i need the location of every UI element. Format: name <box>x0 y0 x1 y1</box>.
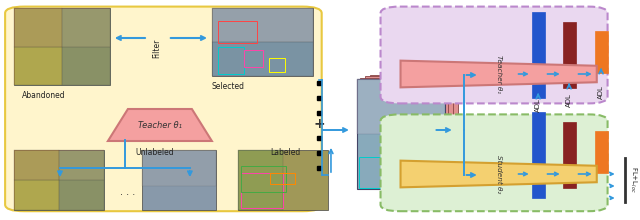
Bar <box>563 22 575 88</box>
Bar <box>14 46 62 85</box>
Text: Teacher θ₁: Teacher θ₁ <box>495 55 502 93</box>
Bar <box>241 166 286 192</box>
Text: Abandoned: Abandoned <box>22 90 65 99</box>
Polygon shape <box>401 161 596 187</box>
Bar <box>269 58 285 72</box>
Bar <box>357 79 445 134</box>
Bar <box>212 8 313 76</box>
Text: Teacher θ₁: Teacher θ₁ <box>138 121 182 130</box>
Text: FL+L$_{loc}$: FL+L$_{loc}$ <box>628 166 639 192</box>
FancyBboxPatch shape <box>381 114 607 211</box>
Text: Filter: Filter <box>152 38 161 58</box>
Text: Student θ₂: Student θ₂ <box>495 155 502 193</box>
Bar <box>218 47 244 74</box>
Bar <box>212 42 313 76</box>
Bar <box>62 46 110 85</box>
Polygon shape <box>401 61 596 87</box>
Bar <box>532 112 545 198</box>
Text: Selected: Selected <box>212 81 245 90</box>
Bar <box>241 173 283 208</box>
Text: +: + <box>314 117 325 131</box>
Text: Unlabeled: Unlabeled <box>136 148 174 157</box>
Bar <box>142 150 216 210</box>
Bar <box>357 79 445 189</box>
Bar <box>59 180 104 210</box>
FancyBboxPatch shape <box>5 7 322 211</box>
Bar <box>59 150 104 180</box>
Text: Labeled: Labeled <box>270 148 300 157</box>
Polygon shape <box>108 109 212 141</box>
Bar <box>142 150 216 186</box>
Text: ADL: ADL <box>598 86 604 99</box>
Bar <box>532 12 545 98</box>
Bar <box>14 150 59 180</box>
Bar <box>360 78 448 188</box>
Bar <box>244 50 263 67</box>
Bar <box>358 157 390 188</box>
FancyBboxPatch shape <box>381 7 607 103</box>
Bar <box>595 131 607 173</box>
Bar <box>14 180 59 210</box>
Bar <box>218 21 257 43</box>
Bar <box>14 8 62 46</box>
Text: ADL: ADL <box>535 98 541 112</box>
Bar <box>365 77 453 187</box>
Bar <box>238 150 283 210</box>
Bar <box>396 167 415 180</box>
Bar <box>212 8 313 42</box>
Bar <box>563 122 575 188</box>
Bar <box>238 150 328 210</box>
Bar <box>595 31 607 73</box>
Text: ADL: ADL <box>566 93 572 107</box>
Bar <box>14 8 110 85</box>
Bar <box>14 150 104 210</box>
Bar <box>270 173 296 184</box>
Bar <box>62 8 110 46</box>
Text: · · ·: · · · <box>120 190 136 200</box>
Bar <box>370 75 458 185</box>
Bar <box>383 163 408 185</box>
